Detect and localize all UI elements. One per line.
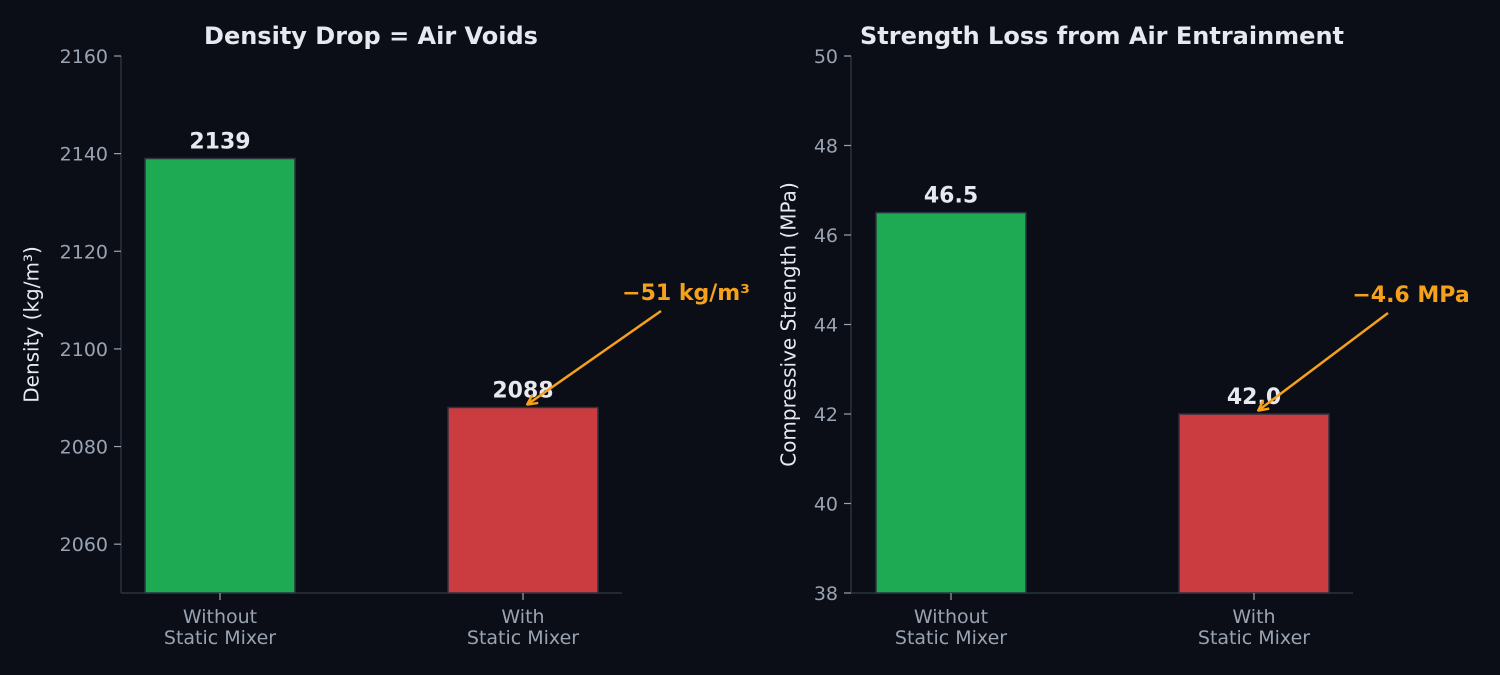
y-tick-label: 2120 [60,241,108,263]
y-tick-label: 2100 [60,339,108,361]
y-tick-label: 50 [814,46,838,68]
x-tick-label: Static Mixer [467,627,579,649]
y-axis-label: Compressive Strength (MPa) [777,182,801,467]
bar-value-label: 2139 [189,130,250,155]
chart-panel-2: Strength Loss from Air Entrainment Compre… [777,22,1470,649]
x-tick-label: Static Mixer [895,627,1007,649]
y-tick-label: 2080 [60,437,108,459]
annotation-label: −51 kg/m³ [622,281,750,306]
y-tick-label: 2160 [60,46,108,68]
y-tick-label: 2060 [60,534,108,556]
bar-with-static-mixer [447,406,599,594]
annotation-arrow [528,309,662,404]
annotation-arrow [1259,312,1389,410]
x-tick-label: Static Mixer [1198,627,1310,649]
bar-value-label: 2088 [492,378,553,403]
chart-panel-1: Density Drop = Air Voids Density (kg/m³) 2… [20,22,750,649]
x-tick-label: Without [183,606,257,628]
y-axis-label: Density (kg/m³) [20,246,44,403]
chart-title: Density Drop = Air Voids [204,22,538,50]
bar-value-label: 46.5 [924,184,978,209]
y-tick-label: 2140 [60,144,108,166]
x-tick-label: Static Mixer [164,627,276,649]
bar-with-static-mixer [1178,413,1330,594]
y-tick-label: 48 [814,136,838,158]
x-tick-label: With [1232,606,1275,628]
bar-without-static-mixer [875,211,1027,594]
y-tick-label: 42 [814,404,838,426]
chart-title: Strength Loss from Air Entrainment [860,22,1344,50]
x-tick-label: Without [914,606,988,628]
y-tick-label: 40 [814,494,838,516]
bar-without-static-mixer [144,157,296,594]
x-tick-label: With [501,606,544,628]
bar-value-label: 42.0 [1227,385,1281,410]
y-tick-label: 44 [814,315,838,337]
y-tick-label: 38 [814,583,838,605]
annotation-label: −4.6 MPa [1352,283,1469,308]
y-tick-label: 46 [814,225,838,247]
